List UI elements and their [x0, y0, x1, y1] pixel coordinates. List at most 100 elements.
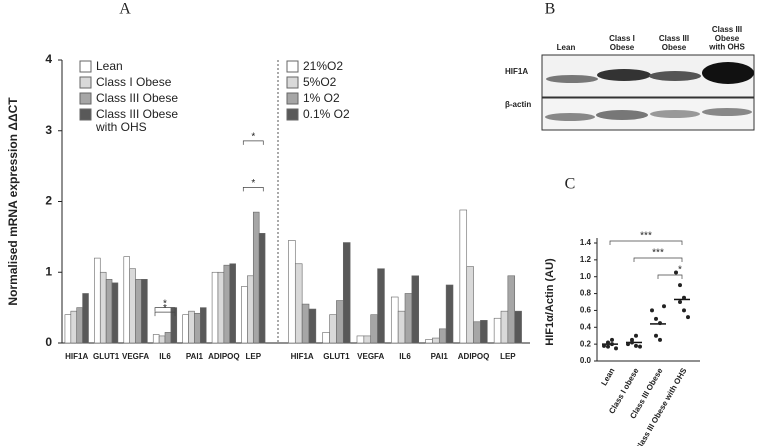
point [606, 340, 610, 345]
bar [342, 242, 351, 344]
bar [473, 321, 481, 344]
y-axis-title: Normalised mRNA expression ΔΔCT [6, 97, 20, 306]
bar [123, 256, 130, 344]
point [682, 295, 686, 300]
lane-label: Class I Obese [609, 34, 635, 52]
bar [445, 284, 454, 344]
bar [129, 268, 136, 344]
bar [135, 279, 142, 344]
legend-label: 5%O2 [303, 75, 337, 89]
row-label: HIF1A [505, 67, 528, 76]
legend-swatch [286, 60, 299, 73]
significance: * [251, 132, 255, 143]
x-tick-label: GLUT1 [93, 352, 120, 361]
point [658, 321, 662, 326]
y-axis-title: HIF1α/Actin (AU) [544, 258, 556, 346]
y-tick-label: 4 [45, 52, 52, 66]
bar [308, 308, 317, 344]
panel-label: C [565, 176, 576, 193]
bar [397, 310, 406, 344]
x-tick-label: LEP [246, 352, 262, 361]
panel-label: B [545, 1, 556, 18]
point [610, 337, 614, 342]
bar [223, 264, 231, 344]
point [610, 342, 614, 347]
band [649, 71, 701, 81]
lane-label: Class III Obese with OHS [708, 25, 745, 52]
legend-swatch [79, 76, 92, 89]
legend-label: 21%O2 [303, 59, 343, 73]
x-tick-label: IL6 [399, 352, 411, 361]
bar [76, 307, 83, 344]
bar [194, 312, 201, 344]
point [630, 340, 634, 345]
point [678, 300, 682, 304]
bar [514, 310, 522, 344]
point [682, 308, 686, 313]
blot-panel [541, 54, 755, 131]
x-tick-label: GLUT1 [323, 352, 350, 361]
point [686, 315, 690, 320]
row-label: β-actin [505, 100, 531, 109]
point [650, 308, 654, 313]
bar [493, 317, 502, 344]
bar [404, 293, 413, 344]
bar [390, 296, 399, 344]
band [596, 110, 648, 120]
point [654, 333, 658, 338]
x-tick-label: VEGFA [122, 352, 149, 361]
x-tick-label: IL6 [159, 352, 171, 361]
bar [438, 328, 447, 344]
x-tick-label: HIF1A [291, 352, 314, 361]
y-tick-label: 0 [45, 335, 52, 349]
y-tick-label: 1.0 [580, 272, 592, 281]
x-tick-label: Lean [599, 366, 616, 387]
y-tick-label: 0.0 [580, 356, 592, 365]
bar [370, 314, 378, 344]
x-tick-label: HIF1A [65, 352, 88, 361]
point [662, 304, 666, 309]
band [546, 75, 598, 83]
bracket [609, 240, 683, 245]
bar [288, 240, 296, 344]
bar [99, 271, 107, 344]
bar [200, 307, 207, 344]
bracket [242, 187, 264, 192]
bar [356, 335, 365, 344]
bar [170, 307, 178, 344]
legend-label: 1% O2 [303, 91, 340, 105]
point [606, 344, 610, 349]
bar [247, 275, 254, 344]
legend-swatch [286, 76, 299, 89]
x-tick-label: ADIPOQ [458, 352, 490, 361]
point [634, 343, 638, 348]
legend-swatch [286, 92, 299, 105]
y-tick-label: 0.2 [580, 339, 592, 348]
point [634, 333, 638, 338]
point [674, 270, 678, 275]
y-tick-label: 3 [45, 123, 52, 137]
legend-label: Class III Obese with OHS [95, 107, 178, 134]
bar [70, 310, 78, 344]
significance: * [678, 265, 682, 276]
legend-label: Class I Obese [96, 75, 172, 89]
point [626, 342, 630, 347]
bar [322, 332, 330, 344]
bar [111, 282, 119, 344]
legend-swatch [79, 108, 92, 121]
y-tick-label: 1 [45, 264, 52, 278]
bar [425, 339, 433, 344]
x-tick-label: PAI1 [431, 352, 449, 361]
y-tick-label: 1.4 [580, 238, 592, 247]
significance: *** [652, 248, 664, 259]
bar [336, 300, 344, 344]
bar [182, 314, 189, 344]
bar [105, 279, 113, 344]
bracket [154, 307, 176, 312]
bar [363, 335, 372, 344]
legend-swatch [286, 108, 299, 121]
point [654, 316, 658, 321]
bracket [242, 140, 264, 145]
band [702, 62, 754, 84]
